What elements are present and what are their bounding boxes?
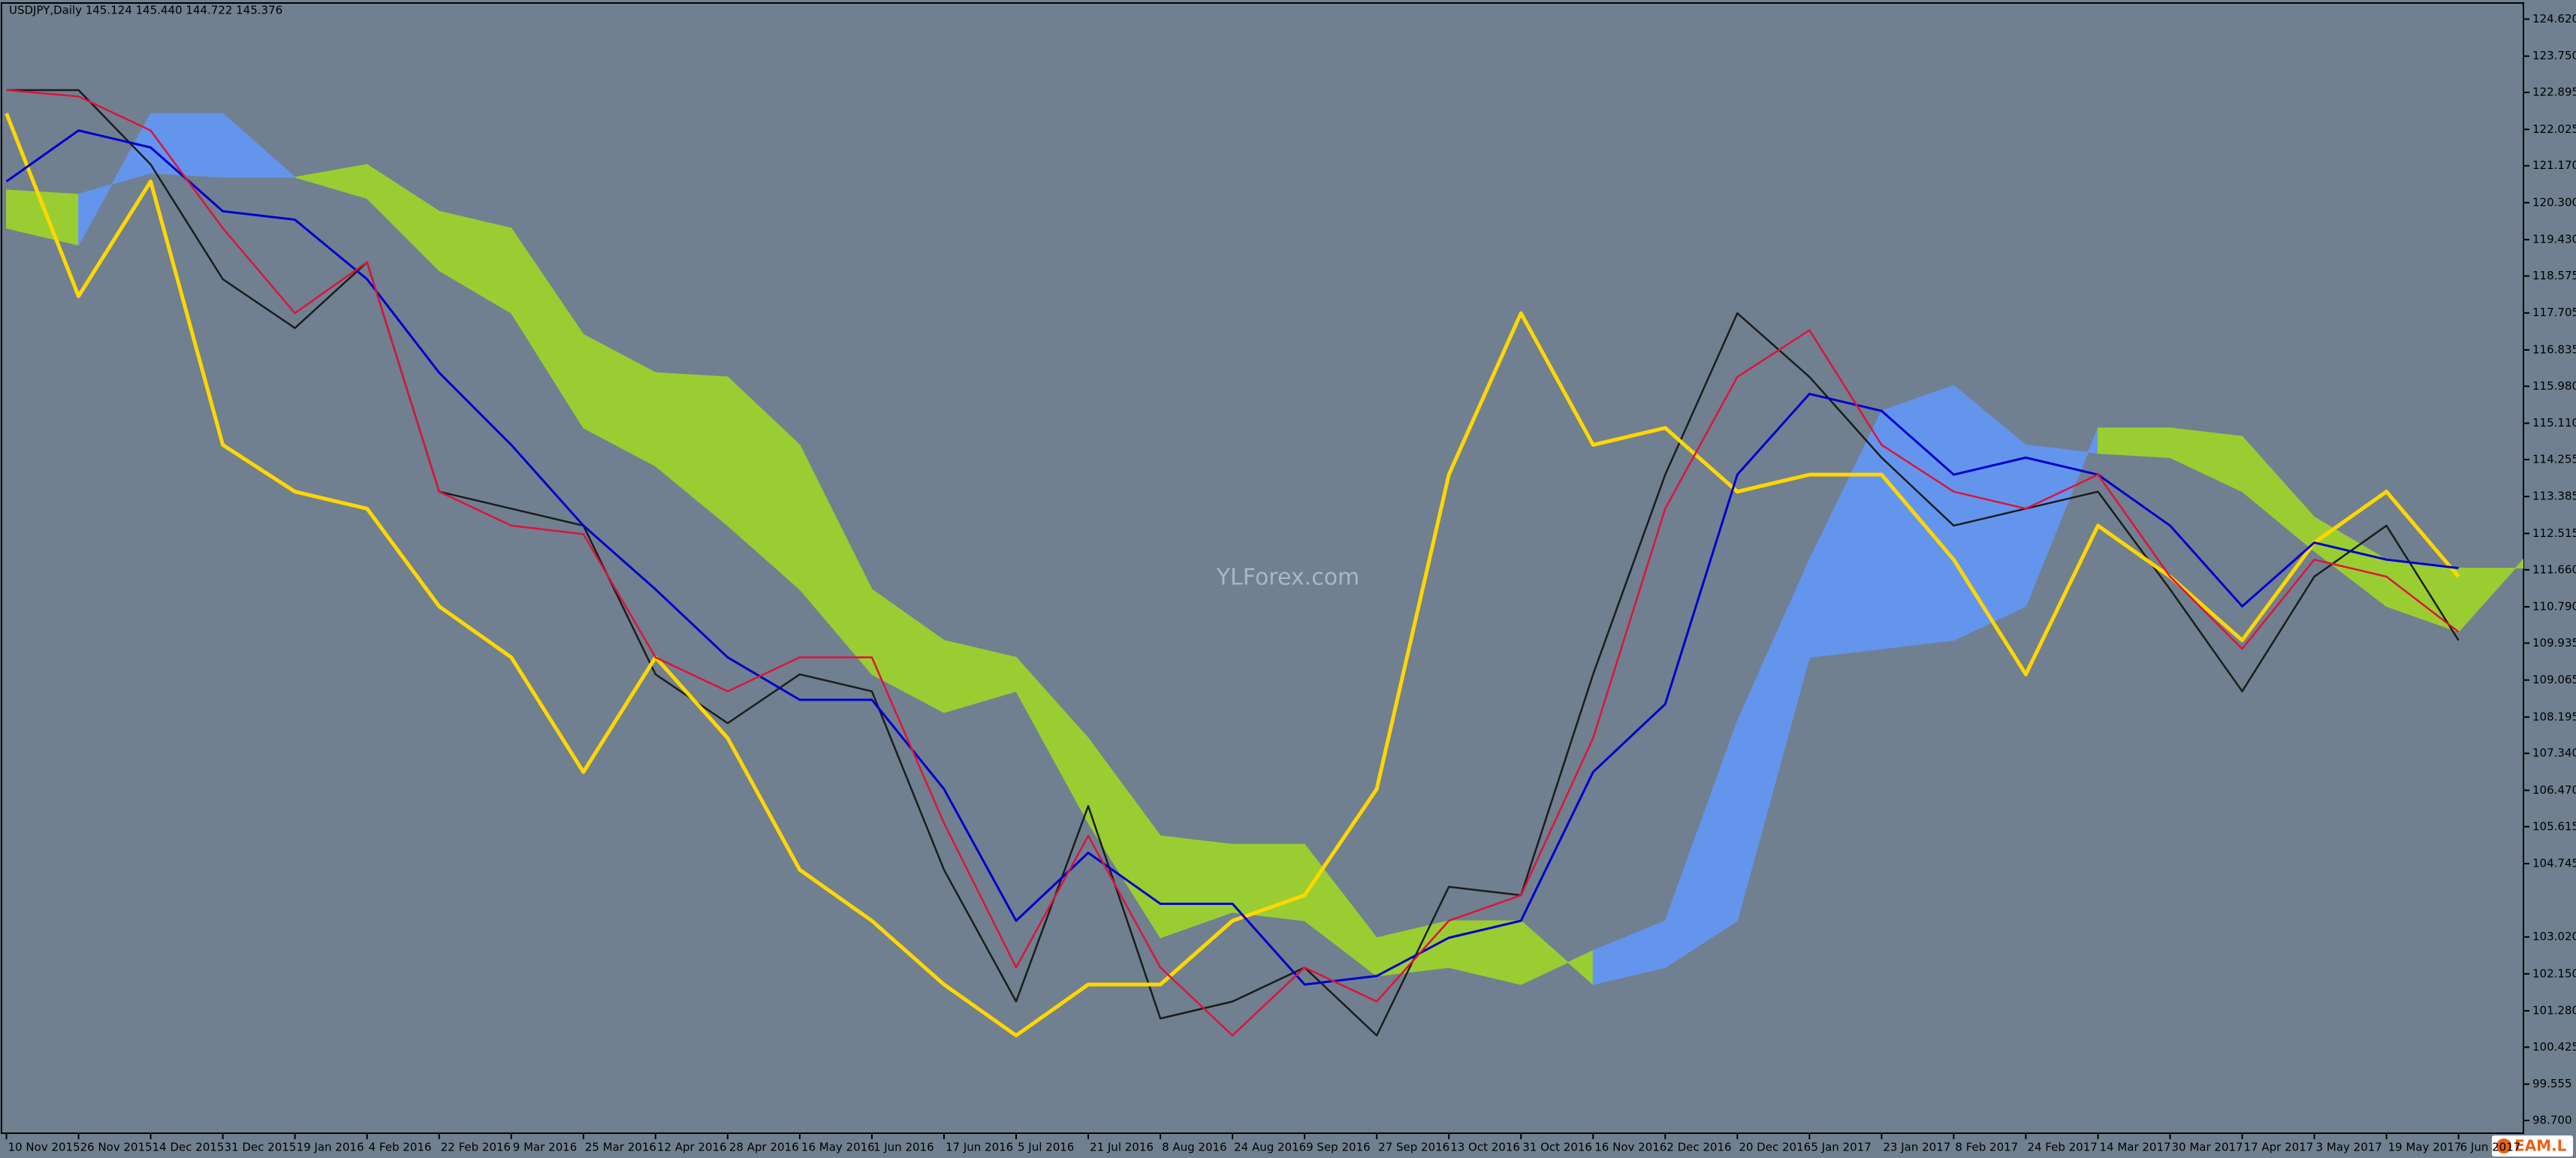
x-tick-label: 14 Dec 2015 bbox=[152, 1141, 225, 1154]
y-tick-label: 110.790 bbox=[2532, 599, 2576, 613]
y-tick-label: 105.615 bbox=[2532, 819, 2576, 833]
base-line bbox=[5, 129, 2459, 986]
cloud-segment bbox=[222, 112, 297, 178]
lagging-line bbox=[5, 113, 2460, 1038]
y-tick-label: 104.745 bbox=[2532, 857, 2576, 870]
y-tick-label: 117.705 bbox=[2532, 306, 2576, 319]
y-tick-label: 103.020 bbox=[2532, 930, 2576, 943]
x-tick-label: 24 Aug 2016 bbox=[1234, 1141, 1306, 1154]
y-tick-label: 122.025 bbox=[2532, 122, 2576, 136]
x-tick-label: 17 Jun 2016 bbox=[946, 1141, 1013, 1154]
x-tick-label: 4 Feb 2016 bbox=[369, 1141, 432, 1154]
x-tick-label: 27 Sep 2016 bbox=[1378, 1141, 1449, 1154]
x-tick-label: 14 Mar 2017 bbox=[2099, 1141, 2170, 1154]
y-tick-label: 111.660 bbox=[2532, 562, 2576, 576]
x-tick-label: 6 Jun 2017 bbox=[2460, 1141, 2521, 1154]
badge-box bbox=[2492, 1135, 2573, 1156]
y-tick-label: 108.195 bbox=[2532, 710, 2576, 723]
y-tick-label: 112.515 bbox=[2532, 526, 2576, 540]
y-tick-label: 119.430 bbox=[2532, 233, 2576, 246]
cloud-segment bbox=[2458, 558, 2523, 633]
plot-layer bbox=[5, 89, 2523, 1038]
y-tick-label: 113.385 bbox=[2532, 490, 2576, 503]
x-tick-label: 3 May 2017 bbox=[2316, 1141, 2382, 1154]
badge-text: EAM.L bbox=[2514, 1137, 2567, 1155]
x-tick-label: 24 Feb 2017 bbox=[2027, 1141, 2097, 1154]
x-tick-label: 31 Dec 2015 bbox=[225, 1141, 297, 1154]
x-tick-label: 31 Oct 2016 bbox=[1522, 1141, 1592, 1154]
x-tick-label: 9 Mar 2016 bbox=[513, 1141, 578, 1154]
chart-title: USDJPY,Daily 145.124 145.440 144.722 145… bbox=[9, 4, 282, 17]
y-tick-label: 114.255 bbox=[2532, 452, 2576, 466]
y-tick-label: 115.110 bbox=[2532, 416, 2576, 430]
x-tick-label: 5 Jul 2016 bbox=[1018, 1141, 1074, 1154]
x-tick-label: 25 Mar 2016 bbox=[585, 1141, 656, 1154]
x-tick-label: 26 Nov 2015 bbox=[80, 1141, 152, 1154]
x-tick-label: 23 Jan 2017 bbox=[1883, 1141, 1950, 1154]
y-tick-label: 121.170 bbox=[2532, 158, 2576, 172]
x-tick-label: 16 May 2016 bbox=[801, 1141, 875, 1154]
x-tick-label: 17 Apr 2017 bbox=[2244, 1141, 2314, 1154]
x-tick-label: 8 Feb 2017 bbox=[1955, 1141, 2018, 1154]
y-tick-label: 120.300 bbox=[2532, 195, 2576, 209]
x-tick-label: 10 Nov 2015 bbox=[8, 1141, 80, 1154]
y-tick-label: 102.150 bbox=[2532, 967, 2576, 980]
x-tick-label: 19 Jan 2016 bbox=[297, 1141, 364, 1154]
y-tick-label: 107.340 bbox=[2532, 746, 2576, 760]
x-tick-label: 9 Sep 2016 bbox=[1306, 1141, 1371, 1154]
y-tick-label: 123.750 bbox=[2532, 49, 2576, 62]
x-tick-label: 1 Jun 2016 bbox=[873, 1141, 934, 1154]
conversion-line bbox=[6, 89, 2460, 1037]
watermark: YLForex.com bbox=[1216, 565, 1360, 591]
x-tick-label: 22 Feb 2016 bbox=[441, 1141, 511, 1154]
x-tick-label: 21 Jul 2016 bbox=[1090, 1141, 1154, 1154]
y-tick-label: 98.700 bbox=[2532, 1114, 2572, 1127]
x-tick-label: 20 Dec 2016 bbox=[1739, 1141, 1811, 1154]
y-tick-label: 101.280 bbox=[2532, 1004, 2576, 1018]
x-tick-label: 13 Oct 2016 bbox=[1450, 1141, 1520, 1154]
badge-icon bbox=[2496, 1138, 2511, 1153]
x-tick-label: 8 Aug 2016 bbox=[1162, 1141, 1227, 1154]
x-tick-label: 12 Apr 2016 bbox=[657, 1141, 727, 1154]
y-tick-label: 99.555 bbox=[2532, 1077, 2572, 1090]
y-tick-label: 124.620 bbox=[2532, 12, 2576, 26]
y-tick-label: 118.575 bbox=[2532, 269, 2576, 282]
y-tick-label: 100.425 bbox=[2532, 1040, 2576, 1054]
y-tick-label: 109.935 bbox=[2532, 636, 2576, 650]
plot-area bbox=[1, 2, 2524, 1134]
x-tick-label: 28 Apr 2016 bbox=[729, 1141, 799, 1154]
y-tick-label: 106.470 bbox=[2532, 783, 2576, 797]
cloud-segment bbox=[2097, 427, 2170, 458]
x-tick-label: 19 May 2017 bbox=[2388, 1141, 2462, 1154]
y-tick-label: 115.980 bbox=[2532, 379, 2576, 393]
y-tick-label: 109.065 bbox=[2532, 673, 2576, 686]
x-tick-label: 2 Dec 2016 bbox=[1667, 1141, 1731, 1154]
y-tick-label: 116.835 bbox=[2532, 342, 2576, 356]
x-tick-label: 16 Nov 2016 bbox=[1594, 1141, 1667, 1154]
y-tick-label: 122.895 bbox=[2532, 86, 2576, 99]
x-tick-label: 5 Jan 2017 bbox=[1811, 1141, 1871, 1154]
x-tick-label: 30 Mar 2017 bbox=[2172, 1141, 2243, 1154]
